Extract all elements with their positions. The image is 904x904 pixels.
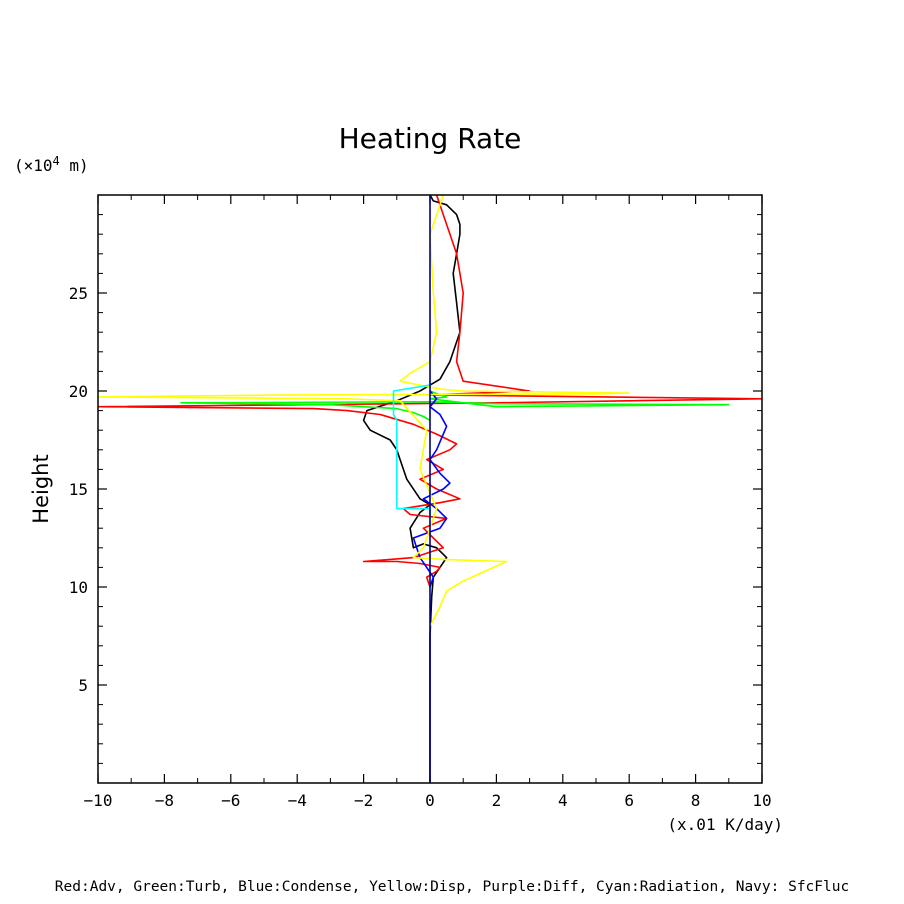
y-tick-label: 25 — [69, 284, 88, 303]
y-tick-label: 10 — [69, 578, 88, 597]
x-unit-label: (x.01 K/day) — [667, 815, 783, 834]
y-unit-label: (×104 m) — [14, 154, 89, 175]
x-tick-label: 10 — [752, 791, 771, 810]
y-unit-suffix: m) — [60, 156, 89, 175]
x-tick-label: 4 — [558, 791, 568, 810]
x-tick-label: −2 — [354, 791, 373, 810]
series-line-radiation — [392, 381, 431, 519]
y-unit-exponent: 4 — [53, 154, 60, 168]
y-axis-label: Height — [29, 454, 53, 523]
x-tick-label: −6 — [221, 791, 240, 810]
y-tick-label: 20 — [69, 382, 88, 401]
x-tick-label: 8 — [691, 791, 701, 810]
series-line-total — [362, 195, 461, 783]
x-tick-label: −8 — [155, 791, 174, 810]
series-line-condense — [412, 390, 451, 588]
axis-ticks: −10 −8 −6 −4 −2 0 2 4 6 8 10 5 10 15 20 25 — [69, 195, 772, 810]
y-unit-prefix: (×10 — [14, 156, 53, 175]
series-line-disp — [98, 195, 631, 627]
series-line-adv — [98, 195, 762, 588]
series-group — [98, 195, 762, 783]
x-tick-label: 6 — [624, 791, 634, 810]
x-tick-label: 0 — [425, 791, 435, 810]
y-tick-label: 5 — [78, 676, 88, 695]
plot-frame — [97, 194, 763, 784]
y-tick-label: 15 — [69, 480, 88, 499]
x-tick-label: −10 — [84, 791, 113, 810]
legend-text: Red:Adv, Green:Turb, Blue:Condense, Yell… — [55, 879, 849, 895]
x-tick-label: −4 — [288, 791, 307, 810]
x-tick-label: 2 — [492, 791, 502, 810]
chart-title: Heating Rate — [339, 122, 522, 155]
